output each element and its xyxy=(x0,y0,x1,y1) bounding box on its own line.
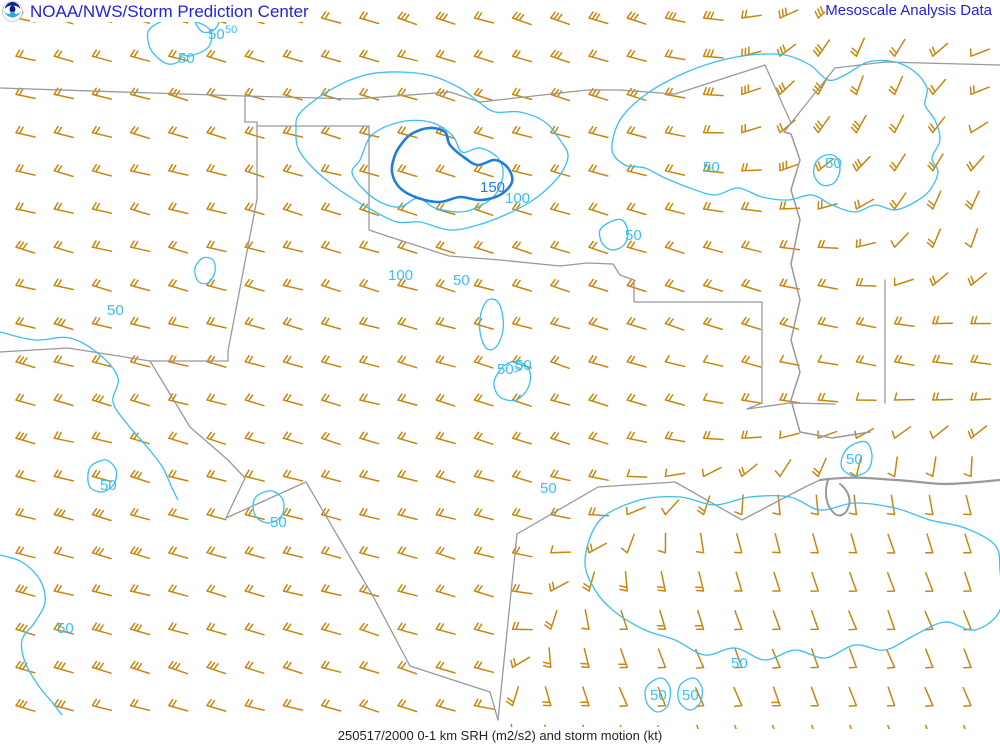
svg-text:50: 50 xyxy=(208,26,225,43)
svg-text:100: 100 xyxy=(388,267,413,284)
svg-text:50: 50 xyxy=(57,620,74,637)
svg-text:50>: 50> xyxy=(497,361,523,378)
svg-text:50: 50 xyxy=(225,24,237,36)
svg-text:150: 150 xyxy=(480,179,505,196)
svg-text:50: 50 xyxy=(178,50,195,67)
svg-text:50: 50 xyxy=(682,687,699,704)
svg-text:50: 50 xyxy=(825,155,842,172)
svg-text:50: 50 xyxy=(703,159,720,176)
svg-text:50: 50 xyxy=(625,227,642,244)
svg-text:50: 50 xyxy=(650,687,667,704)
svg-text:50: 50 xyxy=(731,655,748,672)
svg-text:50: 50 xyxy=(846,451,863,468)
svg-text:50: 50 xyxy=(540,480,557,497)
svg-text:50: 50 xyxy=(270,514,287,531)
svg-text:50: 50 xyxy=(107,302,124,319)
svg-text:100: 100 xyxy=(505,190,530,207)
svg-text:50: 50 xyxy=(453,272,470,289)
svg-text:50: 50 xyxy=(100,477,117,494)
